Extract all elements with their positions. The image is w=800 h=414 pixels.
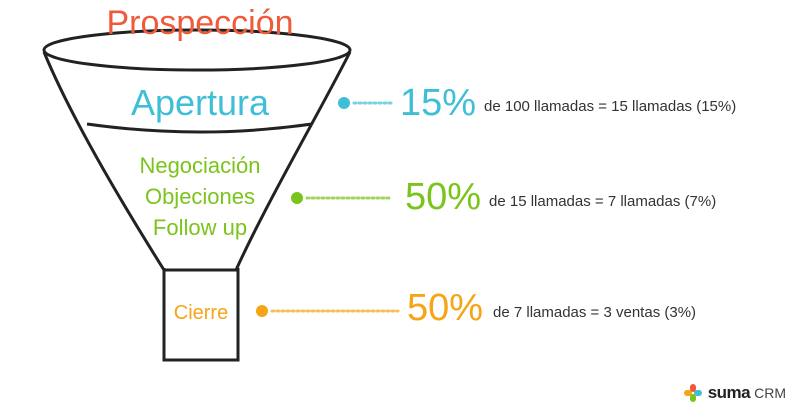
stage-percent-cierre: 50%	[407, 287, 484, 329]
stage-label-line: Follow up	[152, 215, 248, 240]
stage-description-negociacion: de 15 llamadas = 7 llamadas (7%)	[489, 193, 717, 210]
funnel-spout	[162, 268, 240, 362]
stage-description-apertura: de 100 llamadas = 15 llamadas (15%)	[484, 98, 737, 115]
connector-dot	[338, 97, 350, 109]
stage-label-line: Negociación	[139, 153, 261, 178]
stage-percent-apertura: 15%	[400, 82, 477, 124]
stage-label-negociacion: Negociación Objeciones Follow up	[100, 150, 300, 243]
connector-apertura	[338, 97, 394, 109]
connector-dot	[291, 192, 303, 204]
logo-brand: suma	[707, 383, 751, 402]
stage-description-cierre: de 7 llamadas = 3 ventas (3%)	[493, 304, 697, 321]
suma-logo-icon	[683, 384, 702, 402]
stage-label-cierre: Cierre	[173, 302, 229, 324]
funnel-divider-1	[86, 122, 313, 134]
connector-cierre	[256, 305, 400, 317]
funnel-rim	[42, 28, 352, 72]
stage-label-line: Objeciones	[144, 184, 256, 209]
funnel-outline	[42, 51, 352, 272]
logo-suffix: CRM	[754, 385, 786, 401]
diagram-title: Prospección	[106, 4, 294, 42]
connector-dot	[256, 305, 268, 317]
sumacrm-logo: suma CRM	[682, 382, 786, 404]
connector-negociacion	[291, 192, 394, 204]
stage-label-apertura: Apertura	[130, 82, 270, 123]
stage-percent-negociacion: 50%	[405, 176, 482, 218]
